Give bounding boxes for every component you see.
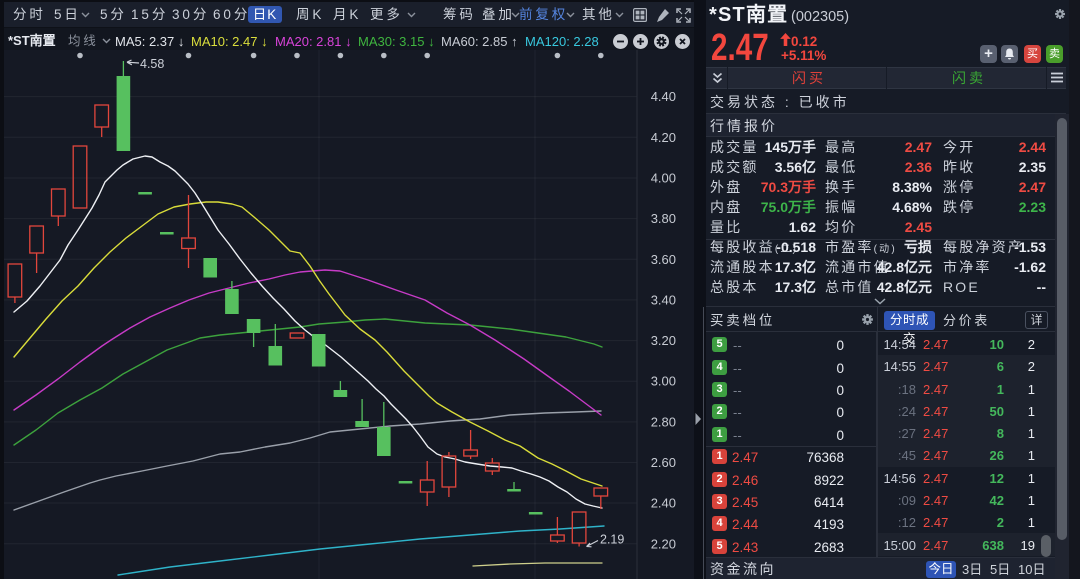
svg-text:2.80: 2.80 — [651, 414, 676, 429]
svg-text:4.00: 4.00 — [651, 171, 676, 186]
svg-text:2.40: 2.40 — [651, 496, 676, 511]
svg-text:3.80: 3.80 — [651, 211, 676, 226]
svg-text:3.20: 3.20 — [651, 333, 676, 348]
svg-text:3.00: 3.00 — [651, 374, 676, 389]
svg-text:3.60: 3.60 — [651, 252, 676, 267]
svg-text:4.40: 4.40 — [651, 89, 676, 104]
svg-text:2.60: 2.60 — [651, 455, 676, 470]
svg-text:2.20: 2.20 — [651, 536, 676, 551]
svg-text:4.20: 4.20 — [651, 130, 676, 145]
svg-text:3.40: 3.40 — [651, 292, 676, 307]
svg-text:4.58: 4.58 — [140, 57, 164, 71]
svg-text:2.19: 2.19 — [600, 533, 624, 547]
